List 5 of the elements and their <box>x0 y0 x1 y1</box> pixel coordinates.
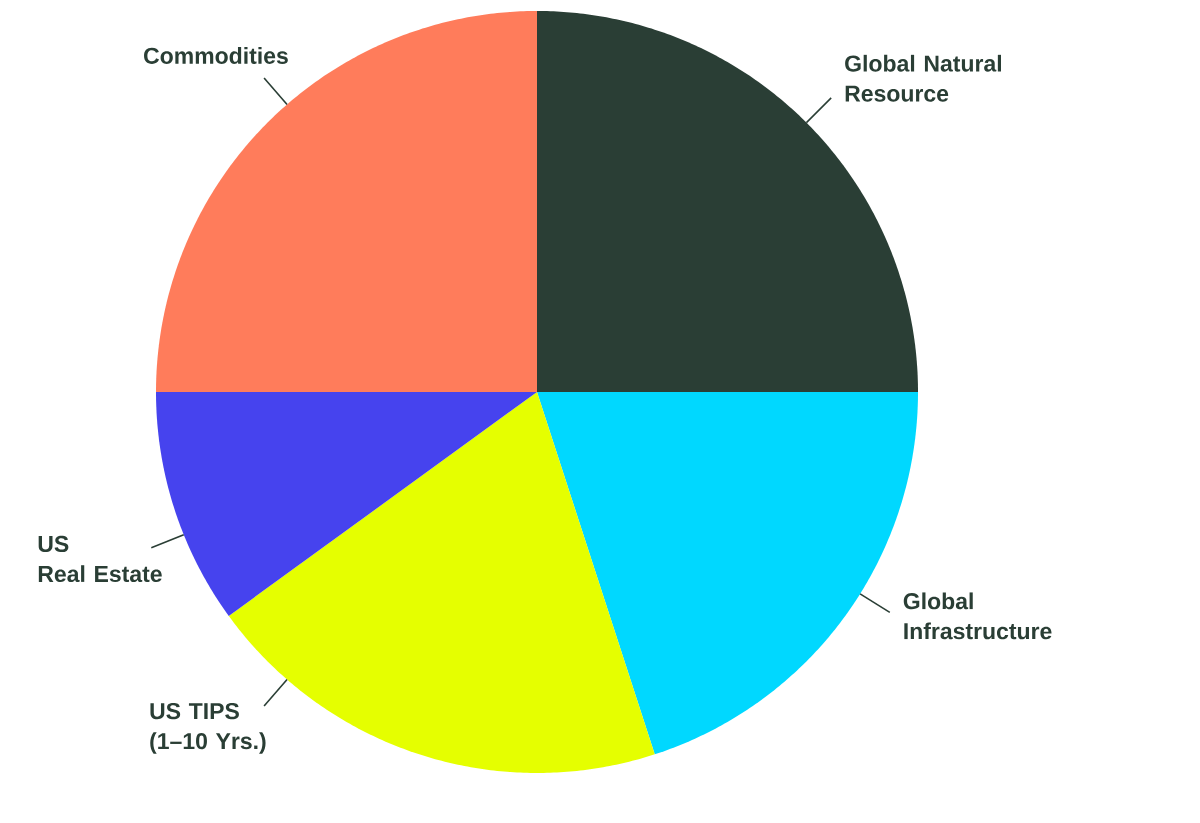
slice-label: US TIPS (1–10 Yrs.) <box>150 702 266 754</box>
slice-label: US Real Estate <box>38 535 162 583</box>
slice-label: Global Infrastructure <box>903 592 1052 640</box>
slice-label: Commodities <box>144 47 288 64</box>
slice-label: Global Natural Resource <box>845 54 1001 102</box>
